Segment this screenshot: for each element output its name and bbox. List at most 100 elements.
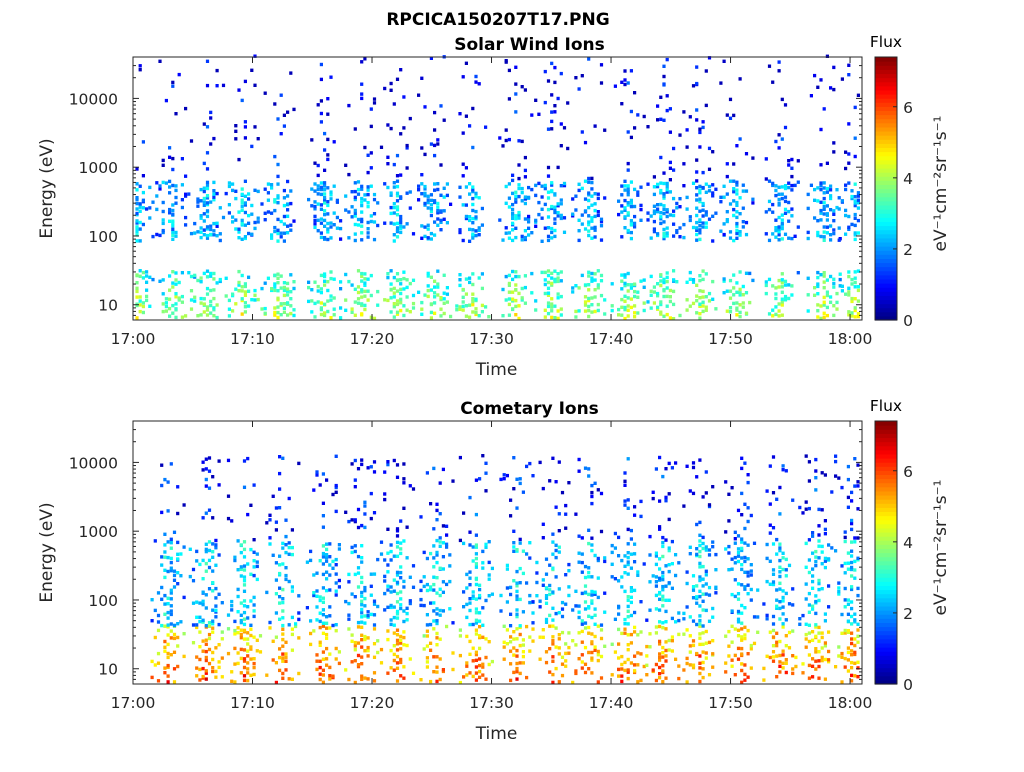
flux-cell — [639, 185, 643, 189]
flux-cell — [366, 289, 370, 293]
flux-cell — [150, 598, 154, 602]
flux-cell — [290, 545, 294, 550]
flux-cell — [559, 202, 563, 206]
colorbar-step — [875, 589, 897, 595]
flux-cell — [439, 104, 443, 108]
flux-cell — [141, 304, 145, 309]
flux-cell — [189, 231, 194, 236]
x-tick-label: 17:30 — [469, 330, 514, 348]
flux-cell — [704, 491, 708, 495]
flux-cell — [704, 641, 708, 645]
flux-cell — [243, 201, 247, 205]
flux-cell — [141, 310, 145, 315]
flux-cell — [429, 142, 433, 146]
flux-cell — [775, 588, 779, 592]
flux-cell — [321, 472, 325, 476]
flux-cell — [738, 270, 742, 274]
flux-cell — [856, 463, 860, 467]
flux-cell — [319, 203, 323, 207]
flux-cell — [199, 214, 203, 218]
flux-cell — [629, 236, 633, 241]
flux-cell — [383, 86, 387, 91]
flux-cell — [672, 196, 676, 201]
flux-cell — [658, 455, 662, 460]
flux-cell — [471, 545, 475, 549]
flux-cell — [698, 671, 702, 676]
flux-cell — [777, 215, 781, 220]
flux-cell — [199, 235, 203, 240]
flux-cell — [180, 183, 184, 187]
flux-cell — [221, 83, 226, 88]
flux-cell — [281, 587, 285, 592]
flux-cell — [722, 195, 726, 199]
flux-cell — [468, 215, 472, 219]
flux-cell — [325, 577, 329, 581]
flux-cell — [781, 666, 785, 670]
flux-cell — [166, 674, 170, 678]
flux-cell — [511, 211, 515, 216]
colorbar-step — [875, 638, 897, 644]
flux-cell — [171, 281, 175, 285]
flux-cell — [626, 228, 630, 233]
flux-cell — [395, 534, 400, 538]
flux-cell — [850, 660, 854, 665]
flux-cell — [620, 313, 624, 317]
flux-cell — [850, 641, 854, 646]
flux-cell — [399, 195, 403, 199]
flux-cell — [771, 183, 775, 188]
flux-cell — [438, 587, 442, 591]
flux-cell — [329, 276, 333, 281]
colorbar-step — [875, 139, 897, 144]
flux-cell — [804, 565, 808, 569]
flux-cell — [326, 309, 330, 314]
flux-cell — [326, 153, 330, 157]
flux-cell — [499, 609, 503, 613]
flux-cell — [487, 640, 491, 644]
flux-cell — [741, 293, 745, 297]
flux-cell — [243, 290, 247, 294]
flux-cell — [163, 612, 167, 616]
flux-cell — [290, 632, 294, 637]
flux-cell — [691, 639, 696, 643]
flux-cell — [282, 239, 286, 243]
flux-cell — [623, 294, 627, 298]
flux-cell — [411, 306, 416, 310]
flux-cell — [160, 483, 164, 488]
flux-cell — [255, 577, 259, 582]
flux-cell — [392, 222, 396, 226]
flux-cell — [668, 178, 672, 182]
flux-cell — [242, 540, 247, 544]
flux-cell — [515, 581, 519, 585]
flux-cell — [830, 490, 834, 494]
flux-cell — [171, 219, 175, 223]
flux-cell — [321, 501, 325, 505]
flux-cell — [636, 680, 640, 684]
flux-cell — [668, 190, 672, 194]
flux-cell — [820, 544, 824, 549]
flux-cell — [633, 294, 637, 299]
flux-cell — [481, 549, 485, 554]
flux-cell — [659, 95, 663, 99]
flux-cell — [564, 664, 568, 668]
flux-cell — [156, 591, 161, 595]
flux-cell — [623, 275, 627, 279]
flux-cell — [695, 601, 699, 605]
flux-cell — [253, 293, 257, 297]
flux-cell — [771, 614, 776, 619]
flux-cell — [271, 494, 275, 498]
flux-cell — [590, 180, 594, 185]
flux-cell — [738, 287, 742, 292]
flux-cell — [551, 540, 555, 544]
flux-cell — [239, 550, 243, 555]
flux-cell — [664, 627, 668, 631]
flux-cell — [554, 543, 558, 547]
flux-cell — [850, 299, 854, 304]
flux-cell — [771, 622, 776, 626]
flux-cell — [550, 309, 554, 313]
flux-cell — [819, 163, 823, 167]
flux-cell — [553, 221, 557, 225]
flux-cell — [360, 594, 364, 598]
flux-cell — [847, 270, 851, 274]
flux-cell — [771, 314, 775, 318]
